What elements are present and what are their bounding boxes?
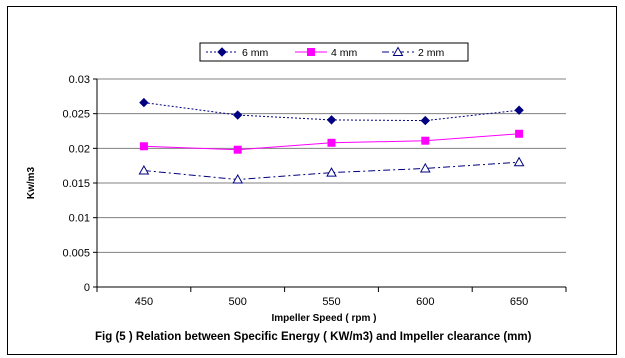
data-point bbox=[139, 142, 148, 151]
x-tick-label: 550 bbox=[322, 296, 340, 308]
data-point bbox=[327, 138, 336, 147]
grid-lines bbox=[97, 78, 566, 253]
legend-label: 2 mm bbox=[418, 47, 445, 59]
data-point bbox=[392, 46, 404, 56]
data-point bbox=[419, 162, 431, 173]
y-tick-label: 0.025 bbox=[62, 109, 90, 121]
y-tick-label: 0.02 bbox=[69, 143, 90, 155]
series-6-mm bbox=[139, 97, 524, 126]
x-tick-label: 600 bbox=[416, 296, 434, 308]
data-point bbox=[326, 115, 337, 125]
data-point bbox=[513, 156, 525, 167]
y-tick-label: 0.005 bbox=[62, 247, 90, 259]
data-point bbox=[420, 115, 431, 126]
series-2-mm bbox=[138, 156, 525, 184]
legend: 6 mm 4 mm 2 mm bbox=[199, 42, 469, 62]
series-line bbox=[143, 161, 520, 181]
data-point bbox=[232, 110, 243, 120]
legend-entry: 6 mm bbox=[206, 47, 269, 59]
figure-caption: Fig (5 ) Relation between Specific Energ… bbox=[95, 331, 532, 343]
data-point bbox=[307, 48, 315, 56]
legend-label: 4 mm bbox=[331, 47, 358, 59]
legend-entry: 2 mm bbox=[382, 46, 445, 59]
data-point bbox=[232, 174, 244, 184]
series-group bbox=[138, 97, 525, 184]
axes bbox=[93, 78, 567, 292]
data-point bbox=[217, 47, 227, 57]
line-chart: 0 0.005 0.01 0.015 0.02 0.025 0.03 450 500 550 600… bbox=[26, 42, 567, 324]
data-point bbox=[514, 105, 524, 115]
y-tick-label: 0 bbox=[84, 282, 90, 294]
x-tick-label: 500 bbox=[229, 296, 247, 308]
data-point bbox=[515, 129, 524, 138]
x-tick-label: 450 bbox=[135, 296, 153, 308]
data-point bbox=[421, 136, 430, 145]
x-axis-title: Impeller Speed ( rpm ) bbox=[271, 313, 376, 324]
data-point bbox=[138, 165, 150, 175]
tick-labels: 0 0.005 0.01 0.015 0.02 0.025 0.03 450 500 550 600… bbox=[62, 74, 528, 308]
series-4-mm bbox=[139, 129, 524, 154]
legend-box bbox=[199, 42, 469, 62]
legend-label: 6 mm bbox=[242, 47, 269, 59]
y-tick-label: 0.03 bbox=[69, 74, 90, 86]
x-tick-label: 650 bbox=[510, 296, 528, 308]
data-point bbox=[139, 97, 149, 108]
legend-entry: 4 mm bbox=[295, 47, 358, 59]
y-axis-title: Kw/m3 bbox=[26, 166, 37, 199]
data-point bbox=[233, 145, 242, 154]
y-tick-label: 0.01 bbox=[69, 213, 90, 225]
chart-frame: 0 0.005 0.01 0.015 0.02 0.025 0.03 450 500 550 600… bbox=[7, 6, 617, 355]
data-point bbox=[326, 167, 337, 177]
y-tick-label: 0.015 bbox=[62, 178, 90, 190]
